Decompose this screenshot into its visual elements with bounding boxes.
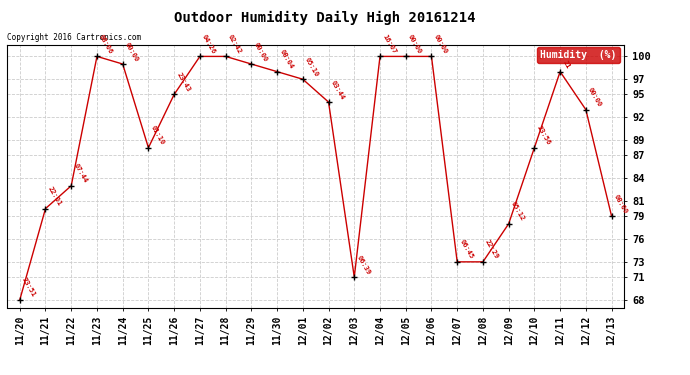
Text: 06:45: 06:45 xyxy=(458,239,474,260)
Text: 16:07: 16:07 xyxy=(382,33,397,55)
Legend: Humidity  (%): Humidity (%) xyxy=(538,47,620,63)
Text: 22:01: 22:01 xyxy=(47,186,63,207)
Text: 00:00: 00:00 xyxy=(587,87,603,108)
Text: 05:10: 05:10 xyxy=(304,56,320,78)
Text: 07:44: 07:44 xyxy=(72,163,88,184)
Text: 23:51: 23:51 xyxy=(21,277,37,298)
Text: 00:00: 00:00 xyxy=(407,33,423,55)
Text: 05:12: 05:12 xyxy=(510,201,526,222)
Text: Copyright 2016 Cartronics.com: Copyright 2016 Cartronics.com xyxy=(7,33,141,42)
Text: 01:10: 01:10 xyxy=(150,125,166,146)
Text: 02:42: 02:42 xyxy=(227,33,243,55)
Text: 00:00: 00:00 xyxy=(253,41,268,63)
Text: 00:00: 00:00 xyxy=(433,33,448,55)
Text: 03:44: 03:44 xyxy=(330,79,346,100)
Text: Outdoor Humidity Daily High 20161214: Outdoor Humidity Daily High 20161214 xyxy=(174,11,475,26)
Text: 04:26: 04:26 xyxy=(201,33,217,55)
Text: 00:00: 00:00 xyxy=(124,41,140,63)
Text: 08:06: 08:06 xyxy=(98,33,114,55)
Text: 08:04: 08:04 xyxy=(278,49,294,70)
Text: 22:29: 22:29 xyxy=(484,239,500,260)
Text: 06:39: 06:39 xyxy=(355,254,371,276)
Text: 23:43: 23:43 xyxy=(175,72,191,93)
Text: 23:56: 23:56 xyxy=(535,125,551,146)
Text: 21: 21 xyxy=(562,60,571,70)
Text: 08:00: 08:00 xyxy=(613,193,629,214)
